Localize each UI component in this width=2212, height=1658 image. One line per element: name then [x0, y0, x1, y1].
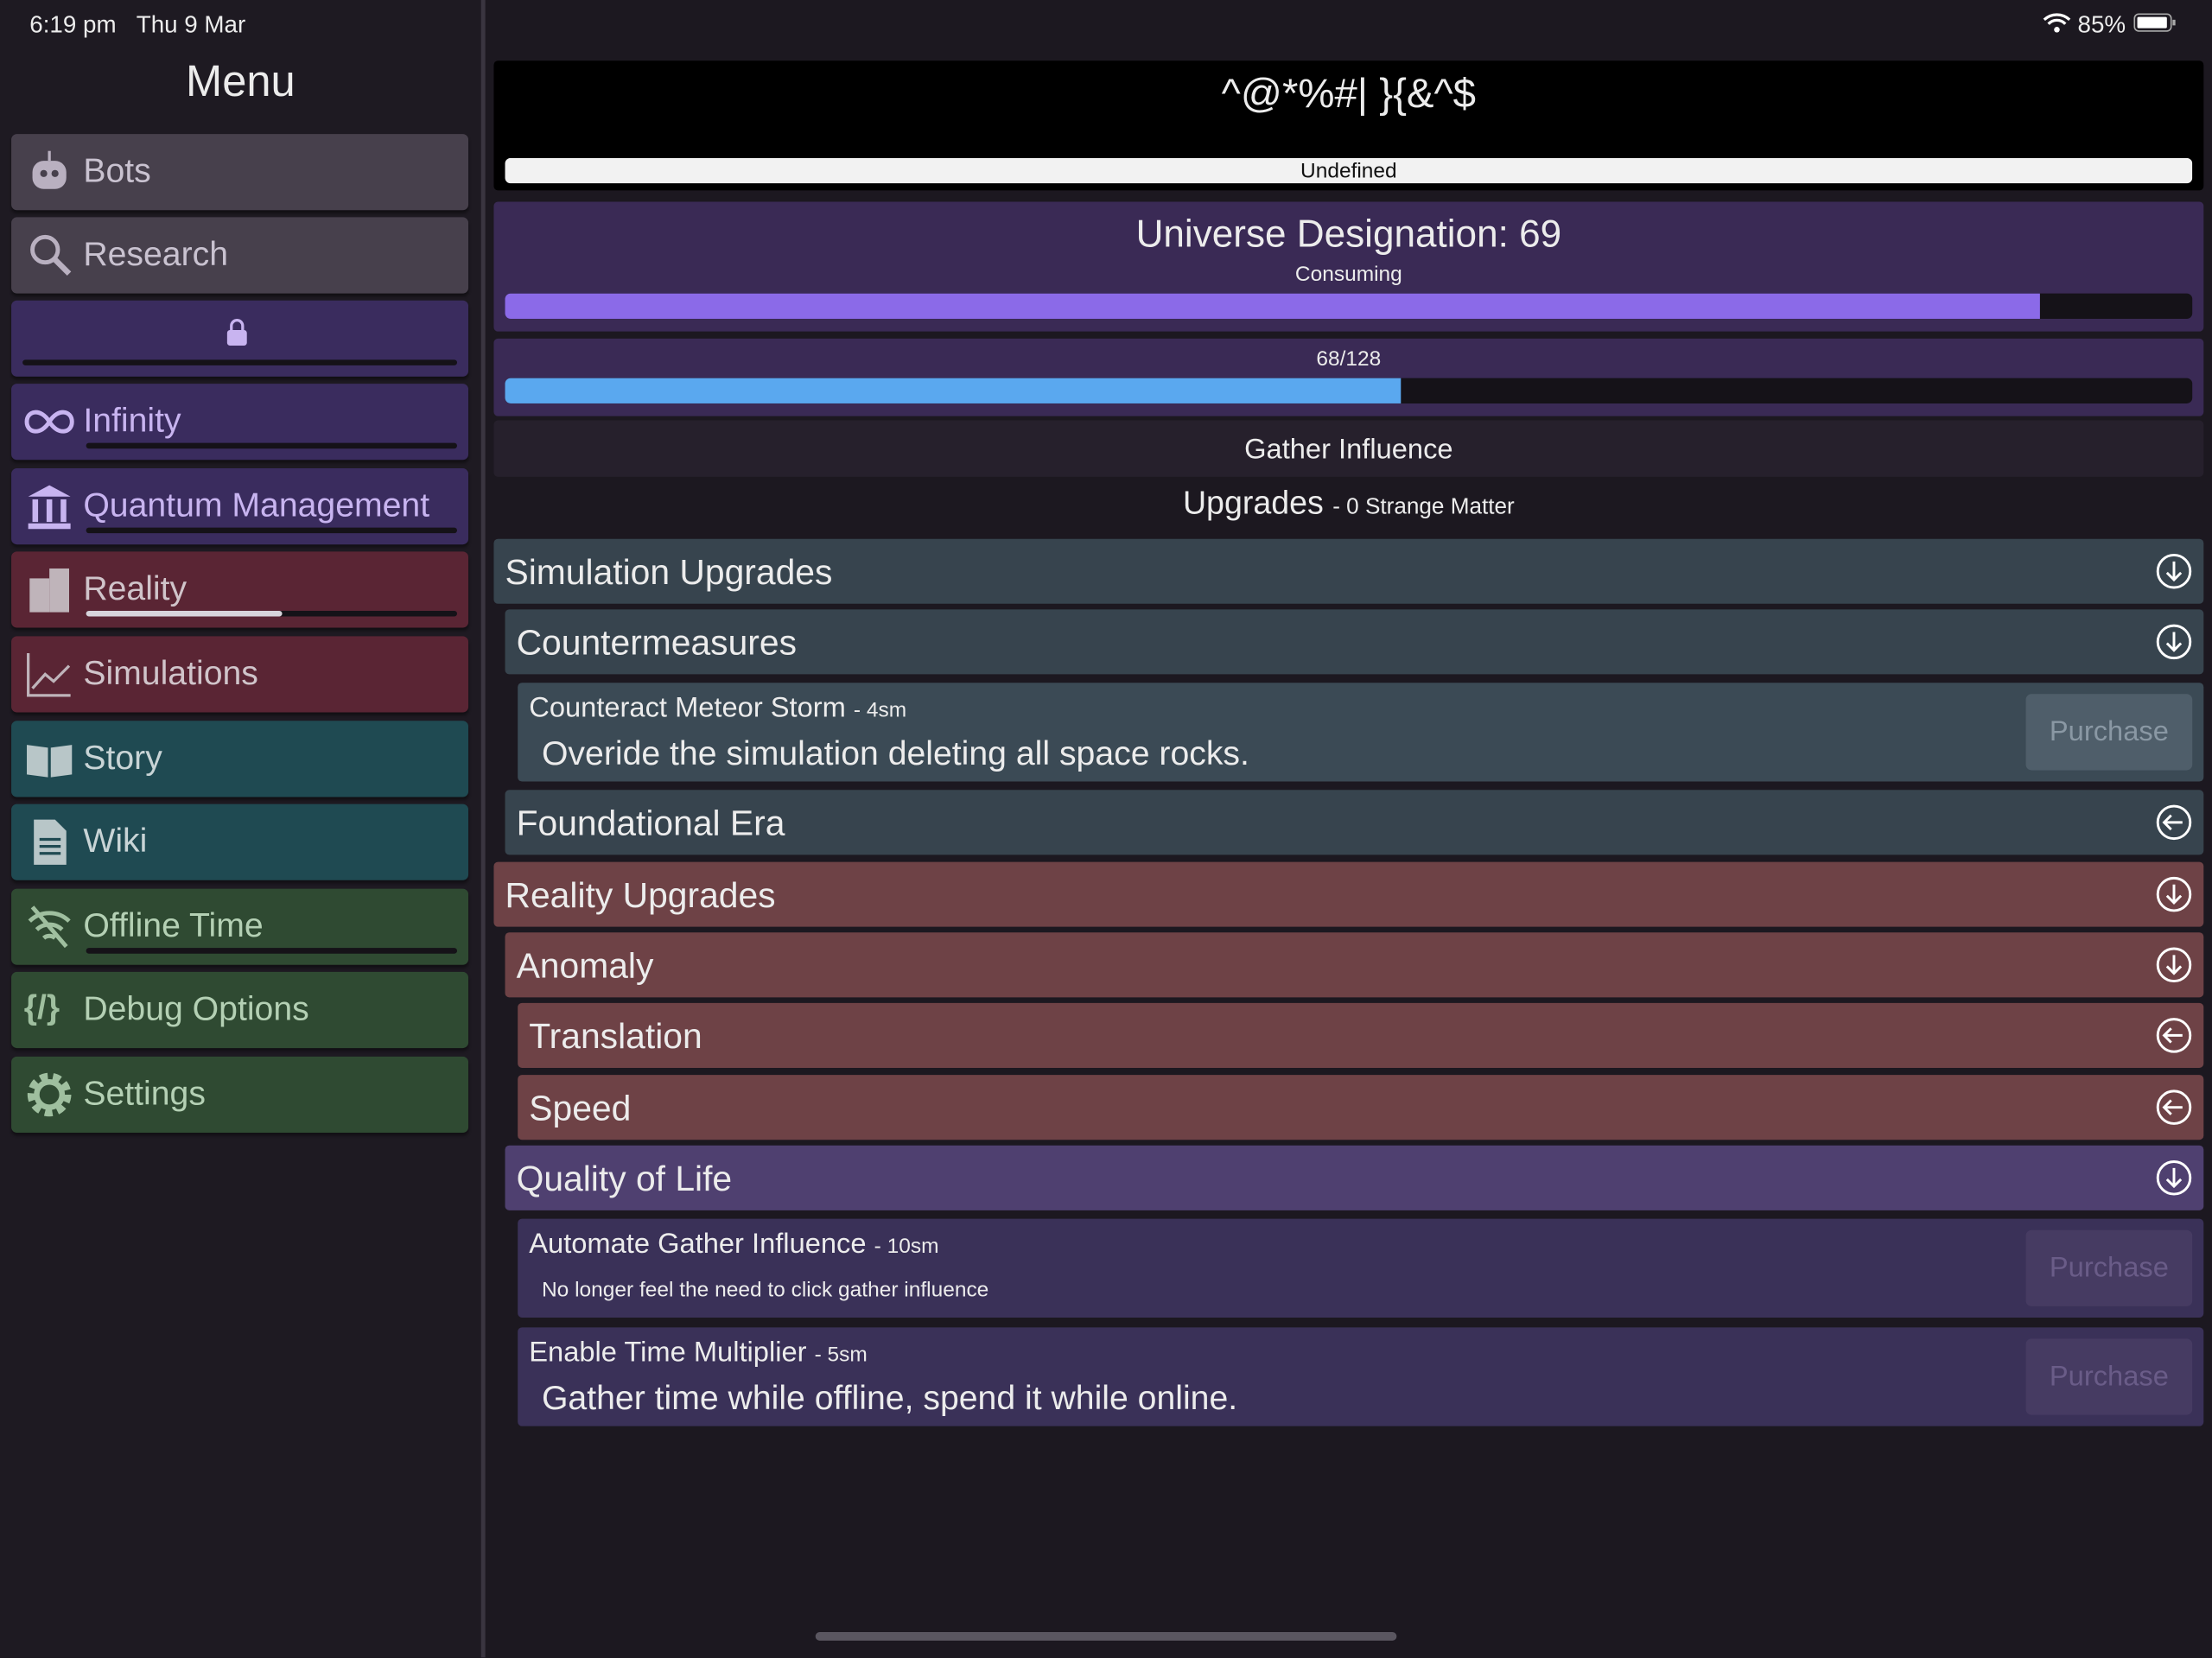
date: Thu 9 Mar: [136, 11, 246, 39]
menu-item[interactable]: Bots: [11, 134, 469, 211]
item-description: No longer feel the need to click gather …: [541, 1278, 989, 1302]
section-header[interactable]: Simulation Upgrades: [493, 538, 2204, 604]
status-right: 85%: [2043, 11, 2177, 40]
progress-fill: [86, 610, 283, 617]
menu-item[interactable]: Quantum Management: [11, 468, 469, 545]
header-panel: ^@*%#| }{&^$ Undefined: [493, 60, 2204, 191]
upgrade-item: Automate Gather Influence - 10sm No longe…: [518, 1218, 2204, 1318]
menu-label: Reality: [83, 569, 188, 608]
menu-item[interactable]: Research: [11, 217, 469, 294]
gather-button[interactable]: Gather Influence: [493, 420, 2204, 477]
name: Enable Time Multiplier: [529, 1337, 807, 1369]
cost: - 5sm: [814, 1343, 868, 1368]
progress-fill: [505, 157, 2193, 184]
upgrade-item: Enable Time Multiplier - 5sm Gather time …: [518, 1327, 2204, 1426]
item-name: Counteract Meteor Storm - 4sm: [529, 693, 906, 726]
section-header[interactable]: Reality Upgrades: [493, 861, 2204, 927]
group-header[interactable]: Quality of Life: [505, 1145, 2204, 1210]
button-label: Gather Influence: [1244, 434, 1453, 466]
cost: - 10sm: [874, 1234, 939, 1259]
home-indicator: [815, 1632, 1397, 1641]
upgrades-heading: Upgrades - 0 Strange Matter: [493, 484, 2203, 522]
menu-label: Infinity: [83, 402, 181, 441]
item-description: Gather time while offline, spend it whil…: [541, 1379, 1238, 1418]
item-name: Enable Time Multiplier - 5sm: [529, 1337, 868, 1370]
subgroup-header[interactable]: Translation: [518, 1002, 2204, 1068]
group-title: Anomaly: [516, 946, 654, 987]
menu-label: Simulations: [83, 654, 258, 693]
influence-label: 68/128: [1316, 346, 1382, 372]
item-description: Overide the simulation deleting all spac…: [541, 734, 1249, 773]
bar-label: Undefined: [1300, 159, 1397, 184]
battery-text: 85%: [2077, 11, 2126, 39]
name: Automate Gather Influence: [529, 1229, 867, 1261]
menu-label: Quantum Management: [83, 486, 430, 525]
name: Counteract Meteor Storm: [529, 692, 846, 724]
menu-item[interactable]: Infinity: [11, 384, 469, 461]
universe-subtitle: Consuming: [1294, 262, 1402, 287]
group-title: Quality of Life: [516, 1159, 733, 1199]
subgroup-title: Speed: [529, 1089, 632, 1129]
menu-label: Debug Options: [83, 990, 309, 1029]
menu-label: Story: [83, 739, 162, 778]
menu-item[interactable]: Simulations: [11, 636, 469, 713]
universe-panel: Universe Designation: 69 Consuming: [493, 201, 2204, 332]
menu-title: Menu: [186, 56, 296, 106]
menu-label: Research: [83, 235, 229, 274]
progress-fill: [505, 378, 1402, 403]
influence-panel: 68/128: [493, 338, 2204, 416]
upgrades-title: Upgrades: [1182, 484, 1324, 521]
progress-fill: [505, 293, 2041, 319]
menu-item[interactable]: Story: [11, 721, 469, 797]
group-header[interactable]: Anomaly: [505, 932, 2204, 998]
menu-label: Bots: [83, 152, 151, 191]
header-title: ^@*%#| }{&^$: [1221, 72, 1477, 118]
purchase-button[interactable]: Purchase: [2025, 1338, 2193, 1415]
time: 6:19 pm: [29, 11, 117, 39]
menu-label: Settings: [83, 1075, 206, 1114]
group-header[interactable]: Foundational Era: [505, 790, 2204, 855]
group-title: Countermeasures: [516, 623, 798, 664]
menu-item[interactable]: Reality: [11, 551, 469, 628]
menu-item[interactable]: Settings: [11, 1056, 469, 1134]
menu-label: Wiki: [83, 822, 148, 861]
purchase-button[interactable]: Purchase: [2025, 694, 2193, 771]
section-title: Reality Upgrades: [505, 875, 776, 916]
menu-item[interactable]: Offline Time: [11, 888, 469, 965]
upgrade-item: Counteract Meteor Storm - 4sm Overide the…: [518, 683, 2204, 782]
upgrades-currency: - 0 Strange Matter: [1332, 495, 1515, 519]
universe-title: Universe Designation: 69: [1135, 213, 1562, 256]
group-header[interactable]: Countermeasures: [505, 609, 2204, 675]
item-name: Automate Gather Influence - 10sm: [529, 1229, 938, 1261]
subgroup-title: Translation: [529, 1017, 702, 1057]
subgroup-header[interactable]: Speed: [518, 1075, 2204, 1140]
section-title: Simulation Upgrades: [505, 553, 833, 593]
purchase-button[interactable]: Purchase: [2025, 1229, 2193, 1306]
menu-label: Offline Time: [83, 906, 264, 945]
sidebar: 6:19 pm Thu 9 Mar Menu Bots Research Inf…: [0, 0, 486, 1658]
menu-item[interactable]: {/} Debug Options: [11, 971, 469, 1049]
group-title: Foundational Era: [516, 804, 785, 844]
status-time: 6:19 pm Thu 9 Mar: [29, 11, 245, 40]
menu-item[interactable]: Wiki: [11, 804, 469, 880]
menu-item-locked[interactable]: [11, 300, 469, 377]
cost: - 4sm: [853, 698, 907, 722]
